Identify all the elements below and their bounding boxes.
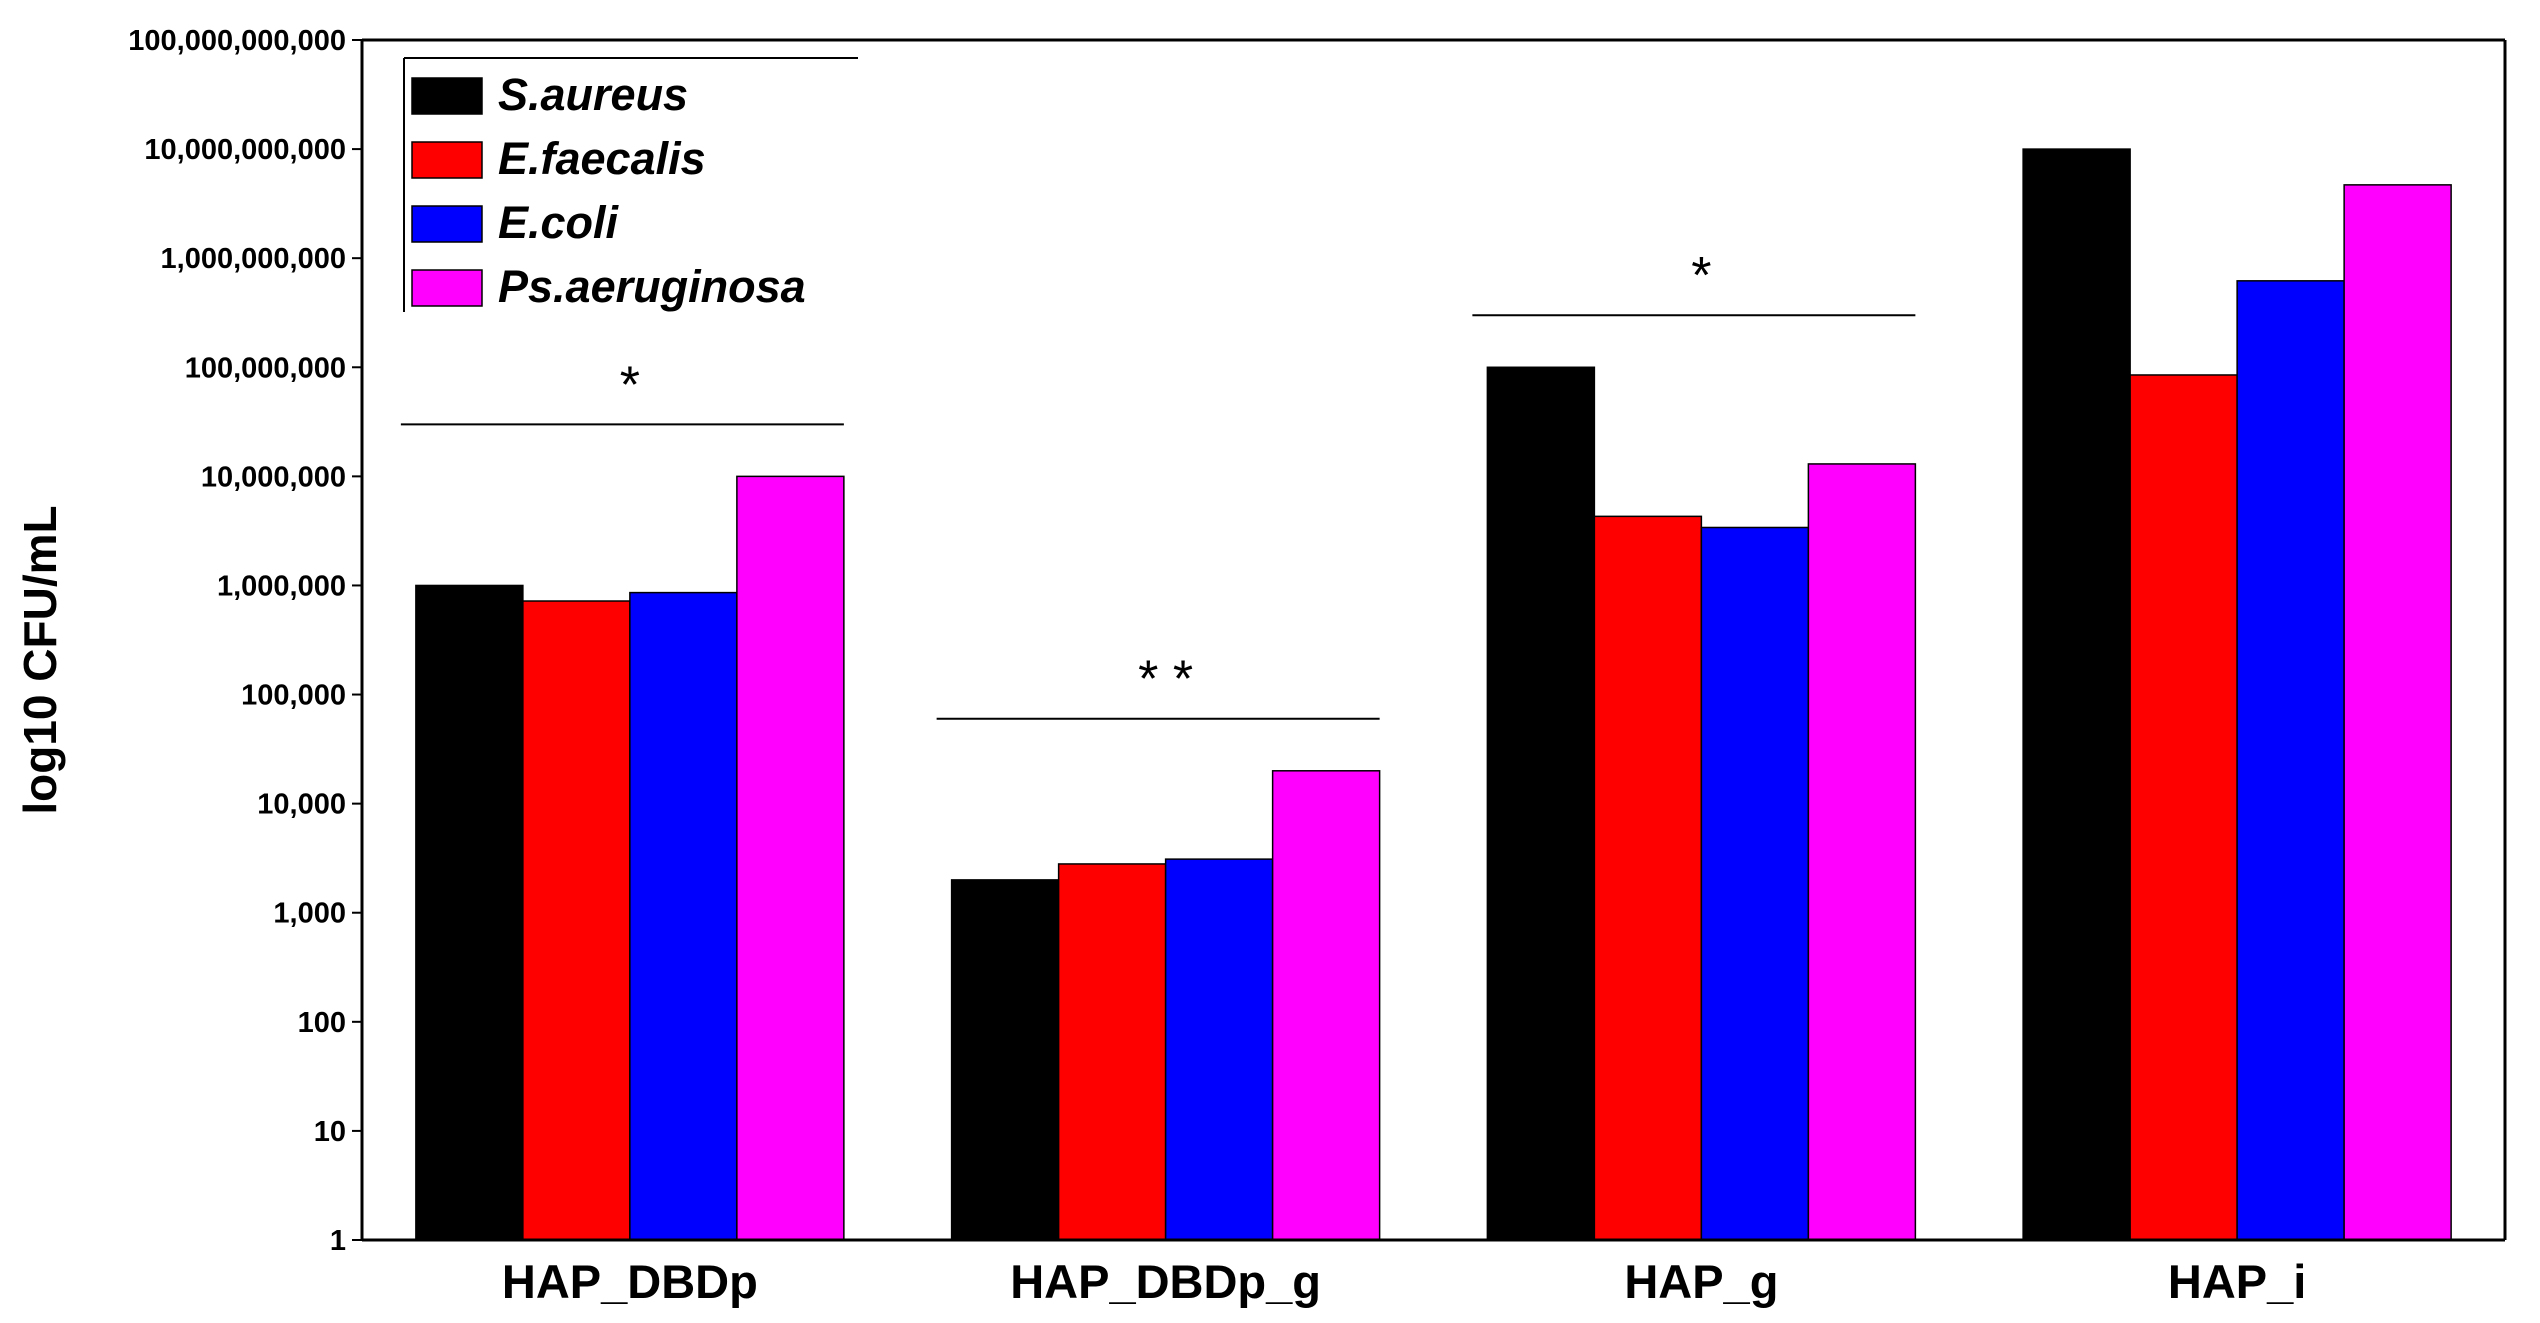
x-category-label: HAP_i [2168, 1255, 2306, 1308]
bar-e-coli-hap-i [2236, 280, 2345, 1241]
y-tick-label: 100 [298, 1007, 346, 1039]
y-tick-label: 1,000,000,000 [161, 243, 346, 275]
bar-e-faecalis-hap-dbdp [522, 600, 631, 1241]
x-category-label: HAP_DBDp_g [1010, 1255, 1321, 1308]
bar-ps-aeruginosa-hap-dbdp-g [1271, 770, 1381, 1241]
x-category-label: HAP_DBDp [502, 1255, 758, 1308]
legend-swatch-s-aureus [411, 77, 483, 115]
bar-s-aureus-hap-dbdp [415, 584, 524, 1241]
legend-label-e-coli: E.coli [498, 197, 620, 248]
y-tick-label: 100,000 [241, 680, 346, 712]
significance-marker: * [620, 356, 640, 414]
bar-ps-aeruginosa-hap-dbdp [736, 475, 845, 1241]
significance-marker: * * [1138, 651, 1193, 709]
legend-swatch-e-faecalis [411, 141, 483, 179]
y-tick-label: 100,000,000,000 [128, 25, 346, 57]
legend: S.aureus E.faecalis E.coli Ps.aeruginosa [403, 57, 858, 312]
legend-swatch-ps-aeruginosa [411, 269, 483, 307]
bar-s-aureus-hap-g [1486, 366, 1596, 1241]
x-category-label: HAP_g [1624, 1255, 1778, 1308]
bar-s-aureus-hap-dbdp-g [950, 879, 1060, 1241]
bar-e-coli-hap-g [1700, 526, 1810, 1241]
y-tick-label: 1,000,000 [217, 570, 346, 602]
bar-ps-aeruginosa-hap-i [2343, 184, 2452, 1241]
legend-swatch-e-coli [411, 205, 483, 243]
y-tick-label: 10,000,000,000 [144, 134, 346, 166]
bar-e-coli-hap-dbdp-g [1164, 858, 1274, 1241]
bar-s-aureus-hap-i [2022, 148, 2131, 1241]
y-tick-label: 10 [314, 1116, 346, 1148]
bars-layer [415, 148, 2452, 1241]
bar-ps-aeruginosa-hap-g [1807, 463, 1917, 1241]
y-tick-label: 10,000 [257, 789, 346, 821]
bar-e-coli-hap-dbdp [629, 591, 738, 1241]
legend-label-ps-aeruginosa: Ps.aeruginosa [498, 261, 806, 312]
y-tick-label: 1,000 [273, 898, 346, 930]
axes [360, 38, 2507, 1242]
bar-e-faecalis-hap-dbdp-g [1057, 863, 1167, 1241]
y-tick-label: 10,000,000 [201, 461, 346, 493]
y-tick-label: 1 [330, 1225, 346, 1257]
y-tick-label: 100,000,000 [185, 352, 346, 384]
y-axis-title: log10 CFU/mL [14, 505, 66, 814]
x-category-labels: HAP_DBDp HAP_DBDp_g HAP_g HAP_i [502, 1255, 2306, 1308]
bar-e-faecalis-hap-g [1593, 515, 1703, 1241]
bar-e-faecalis-hap-i [2129, 374, 2238, 1241]
significance-marker: * [1691, 247, 1711, 305]
legend-label-s-aureus: S.aureus [498, 69, 688, 120]
y-ticks: 1 10 100 1,000 10,000 100,000 1,000,000 10,000,… [128, 25, 362, 1257]
significance-annotations: * * * * [400, 247, 1916, 720]
legend-label-e-faecalis: E.faecalis [498, 133, 706, 184]
